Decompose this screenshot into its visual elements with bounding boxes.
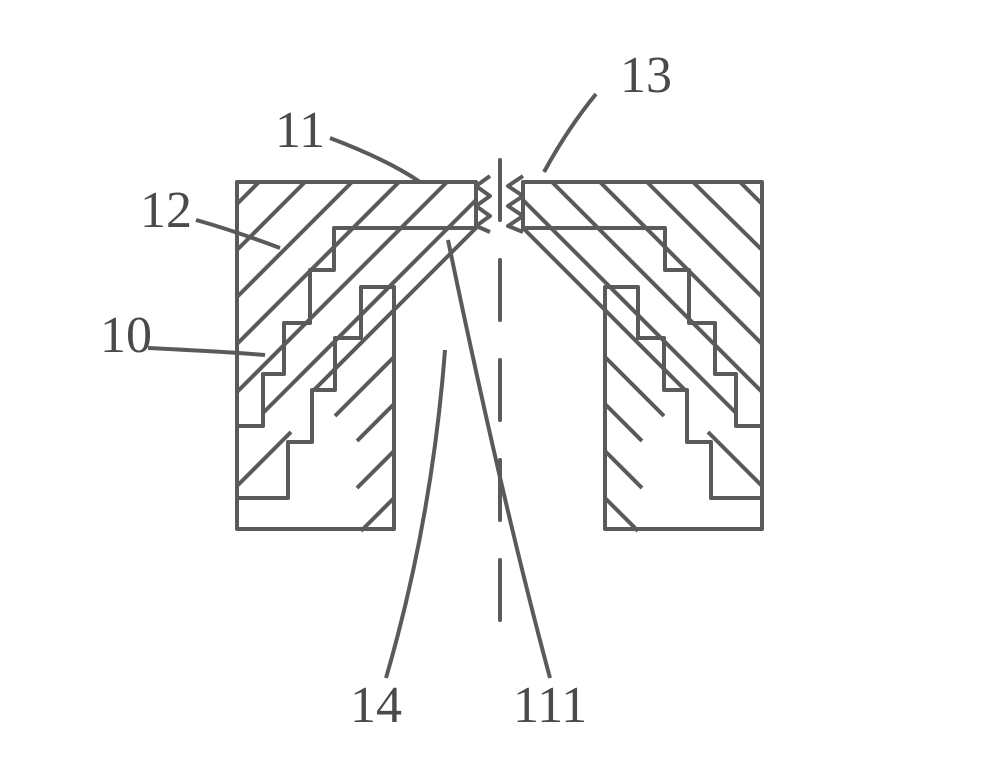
label-12: 12 — [140, 182, 192, 239]
label-10: 10 — [100, 307, 152, 364]
label-13: 13 — [620, 47, 672, 104]
label-111: 111 — [513, 677, 587, 734]
label-11: 11 — [275, 102, 325, 159]
label-14: 14 — [350, 677, 402, 734]
